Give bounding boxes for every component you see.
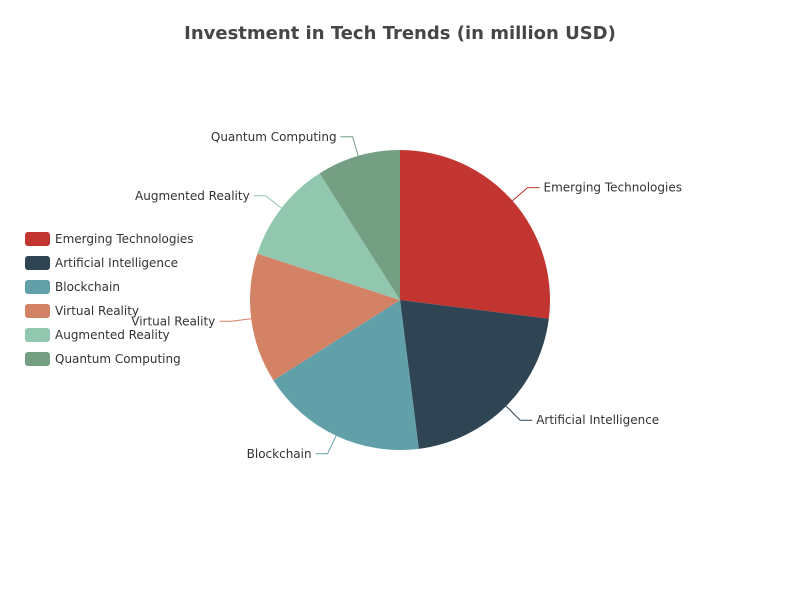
legend-swatch [25, 328, 50, 342]
pie-slice-quantum-computing[interactable] [319, 150, 400, 300]
legend-label: Artificial Intelligence [55, 256, 178, 270]
pie-slice-emerging-technologies[interactable] [400, 150, 551, 319]
label-line-virtual-reality [219, 318, 252, 322]
label-line-quantum-computing [340, 136, 359, 157]
legend-swatch [25, 352, 50, 366]
pie-slice-virtual-reality[interactable] [250, 253, 400, 381]
slice-label-virtual-reality: Virtual Reality [131, 314, 215, 328]
legend-label: Augmented Reality [55, 328, 170, 342]
legend-label: Virtual Reality [55, 304, 139, 318]
legend-swatch [25, 232, 50, 246]
legend-swatch [25, 256, 50, 270]
chart-title: Investment in Tech Trends (in million US… [184, 23, 616, 44]
slice-label-quantum-computing: Quantum Computing [211, 130, 337, 144]
label-line-artificial-intelligence [505, 405, 533, 421]
slice-label-artificial-intelligence: Artificial Intelligence [536, 413, 659, 427]
legend-item-augmented-reality[interactable]: Augmented Reality [25, 328, 170, 342]
label-line-augmented-reality [253, 195, 282, 209]
slice-label-augmented-reality: Augmented Reality [135, 189, 250, 203]
legend: Emerging Technologies Artificial Intellig… [25, 232, 193, 366]
pie-slice-blockchain[interactable] [273, 300, 419, 451]
legend-item-quantum-computing[interactable]: Quantum Computing [25, 352, 181, 366]
slice-label-blockchain: Blockchain [247, 447, 312, 461]
legend-label: Quantum Computing [55, 352, 181, 366]
slice-label-emerging-technologies: Emerging Technologies [544, 181, 682, 195]
legend-item-emerging-technologies[interactable]: Emerging Technologies [25, 232, 193, 246]
label-line-emerging-technologies [512, 187, 540, 202]
legend-label: Blockchain [55, 280, 120, 294]
legend-swatch [25, 280, 50, 294]
slice-labels: Emerging Technologies Artificial Intellig… [131, 130, 682, 461]
legend-item-blockchain[interactable]: Blockchain [25, 280, 120, 294]
legend-item-artificial-intelligence[interactable]: Artificial Intelligence [25, 256, 178, 270]
pie-slice-artificial-intelligence[interactable] [400, 300, 549, 449]
legend-label: Emerging Technologies [55, 232, 193, 246]
pie-slice-augmented-reality[interactable] [257, 173, 400, 300]
pie-slices [250, 150, 551, 451]
legend-swatch [25, 304, 50, 318]
label-line-blockchain [315, 435, 337, 455]
legend-item-virtual-reality[interactable]: Virtual Reality [25, 304, 139, 318]
